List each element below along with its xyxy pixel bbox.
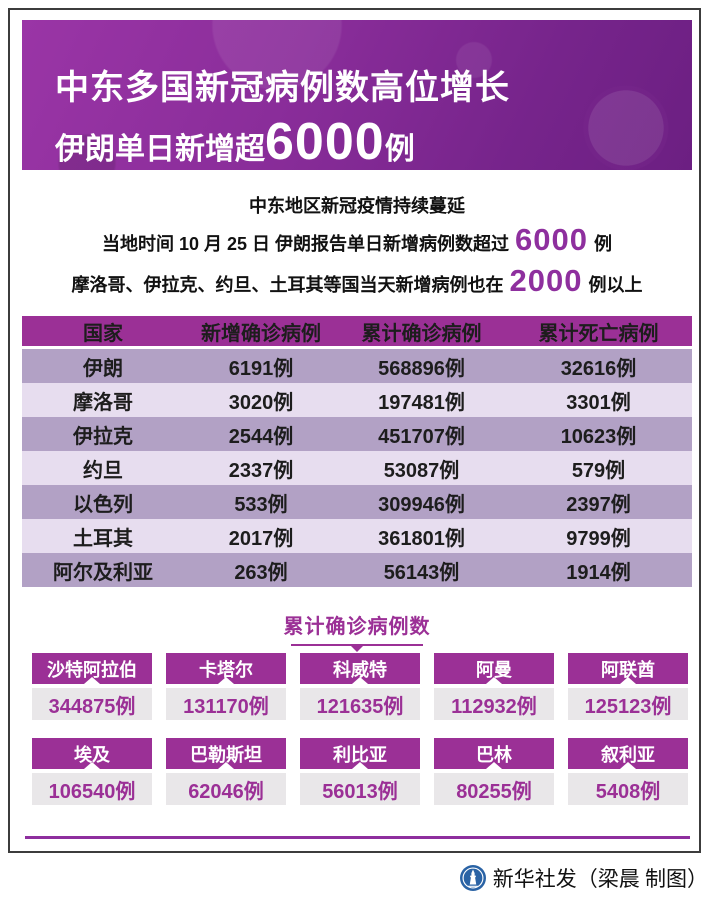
- footer-credit-text: 新华社发（梁晨 制图）: [492, 867, 708, 891]
- column-header-total-deaths: 累计死亡病例: [538, 322, 659, 345]
- cell-new-cases: 3020例: [228, 391, 294, 414]
- virus-decoration-icon: [452, 38, 496, 82]
- intro-line-3-number: 2000: [509, 263, 583, 298]
- section-title-cumulative-cases: 累计确诊病例数: [283, 616, 431, 638]
- intro-line-1: 中东地区新冠疫情持续蔓延: [249, 196, 465, 216]
- country-data-table: 国家 新增确诊病例 累计确诊病例 累计死亡病例 伊朗 6191例 568896例…: [22, 316, 692, 587]
- intro-line-3-suffix: 例以上: [588, 275, 643, 295]
- virus-decoration-icon: [578, 80, 674, 170]
- country-card: 叙利亚 5408例: [568, 738, 688, 805]
- country-card: 阿曼 112932例: [434, 653, 554, 720]
- sub-title-number: 6000: [265, 113, 385, 170]
- card-country-label: 叙利亚: [568, 738, 688, 769]
- card-value: 131170例: [166, 688, 286, 720]
- table-row: 阿尔及利亚 263例 56143例 1914例: [22, 553, 692, 587]
- intro-line-3: 摩洛哥、伊拉克、约旦、土耳其等国当天新增病例也在 2000 例以上: [0, 263, 714, 299]
- card-value: 344875例: [32, 688, 152, 720]
- main-title: 中东多国新冠病例数高位增长: [55, 69, 510, 107]
- cell-new-cases: 263例: [234, 561, 288, 584]
- card-value: 80255例: [434, 773, 554, 805]
- card-country-label: 沙特阿拉伯: [32, 653, 152, 684]
- column-header-new-cases: 新增确诊病例: [201, 322, 321, 345]
- table-header-row: 国家 新增确诊病例 累计确诊病例 累计死亡病例: [22, 316, 692, 346]
- table-row: 伊拉克 2544例 451707例 10623例: [22, 417, 692, 451]
- country-card: 巴林 80255例: [434, 738, 554, 805]
- cell-new-cases: 533例: [234, 493, 288, 516]
- card-country-label: 阿曼: [434, 653, 554, 684]
- card-value: 125123例: [568, 688, 688, 720]
- card-country-label: 埃及: [32, 738, 152, 769]
- cell-total-cases: 197481例: [378, 391, 465, 414]
- country-card: 沙特阿拉伯 344875例: [32, 653, 152, 720]
- cell-country: 以色列: [73, 493, 133, 516]
- cell-country: 摩洛哥: [73, 391, 133, 414]
- table-row: 摩洛哥 3020例 197481例 3301例: [22, 383, 692, 417]
- cell-total-deaths: 10623例: [560, 425, 637, 448]
- cell-country: 约旦: [83, 459, 123, 482]
- cell-new-cases: 6191例: [228, 357, 294, 380]
- cell-total-cases: 53087例: [383, 459, 460, 482]
- table-row: 以色列 533例 309946例 2397例: [22, 485, 692, 519]
- cell-total-deaths: 3301例: [566, 391, 631, 414]
- intro-line-2-number: 6000: [515, 222, 588, 257]
- intro-line-2-suffix: 例: [594, 234, 612, 254]
- country-card: 巴勒斯坦 62046例: [166, 738, 286, 805]
- cell-total-deaths: 9799例: [566, 527, 631, 550]
- card-country-label: 卡塔尔: [166, 653, 286, 684]
- cell-total-deaths: 1914例: [566, 561, 631, 584]
- cell-country: 阿尔及利亚: [53, 561, 153, 584]
- footer-credit: 新华社发（梁晨 制图）: [459, 861, 708, 895]
- cell-new-cases: 2017例: [228, 527, 294, 550]
- cell-total-cases: 56143例: [383, 561, 460, 584]
- cell-total-cases: 309946例: [378, 493, 465, 516]
- xinhua-agency-logo-icon: [459, 865, 486, 891]
- cell-country: 伊拉克: [73, 425, 133, 448]
- cumulative-cases-cards-row-1: 沙特阿拉伯 344875例 卡塔尔 131170例 科威特 121635例 阿曼…: [32, 653, 688, 720]
- cell-total-cases: 568896例: [378, 357, 465, 380]
- intro-line-2: 当地时间 10 月 25 日 伊朗报告单日新增病例数超过 6000 例: [0, 222, 714, 258]
- header-banner: 中东多国新冠病例数高位增长 伊朗单日新增超 6000 例: [22, 20, 692, 170]
- card-country-label: 巴勒斯坦: [166, 738, 286, 769]
- section-title-underline-pointer: [291, 644, 423, 646]
- card-value: 106540例: [32, 773, 152, 805]
- column-header-country: 国家: [83, 322, 123, 345]
- cell-country: 伊朗: [83, 357, 123, 380]
- country-card: 卡塔尔 131170例: [166, 653, 286, 720]
- cumulative-cases-cards-row-2: 埃及 106540例 巴勒斯坦 62046例 利比亚 56013例 巴林 802…: [32, 738, 688, 805]
- card-value: 121635例: [300, 688, 420, 720]
- country-card: 阿联酋 125123例: [568, 653, 688, 720]
- card-value: 5408例: [568, 773, 688, 805]
- table-row: 伊朗 6191例 568896例 32616例: [22, 349, 692, 383]
- sub-title-suffix: 例: [384, 133, 415, 166]
- sub-title-prefix: 伊朗单日新增超: [55, 133, 265, 166]
- card-country-label: 利比亚: [300, 738, 420, 769]
- cell-new-cases: 2544例: [228, 425, 294, 448]
- card-value: 112932例: [434, 688, 554, 720]
- country-card: 埃及 106540例: [32, 738, 152, 805]
- bottom-divider-rule: [25, 836, 690, 839]
- cell-country: 土耳其: [73, 527, 133, 550]
- cell-total-cases: 451707例: [378, 425, 465, 448]
- sub-title: 伊朗单日新增超 6000 例: [55, 112, 415, 170]
- cell-total-deaths: 2397例: [566, 493, 631, 516]
- cell-total-deaths: 579例: [571, 459, 626, 482]
- card-value: 62046例: [166, 773, 286, 805]
- card-country-label: 巴林: [434, 738, 554, 769]
- cell-total-deaths: 32616例: [560, 357, 637, 380]
- cell-total-cases: 361801例: [378, 527, 465, 550]
- cell-new-cases: 2337例: [228, 459, 294, 482]
- column-header-total-cases: 累计确诊病例: [361, 322, 482, 345]
- intro-line-2-prefix: 当地时间 10 月 25 日 伊朗报告单日新增病例数超过: [101, 234, 510, 254]
- card-country-label: 科威特: [300, 653, 420, 684]
- table-row: 约旦 2337例 53087例 579例: [22, 451, 692, 485]
- table-row: 土耳其 2017例 361801例 9799例: [22, 519, 692, 553]
- country-card: 利比亚 56013例: [300, 738, 420, 805]
- country-card: 科威特 121635例: [300, 653, 420, 720]
- card-country-label: 阿联酋: [568, 653, 688, 684]
- intro-line-3-prefix: 摩洛哥、伊拉克、约旦、土耳其等国当天新增病例也在: [71, 275, 504, 295]
- card-value: 56013例: [300, 773, 420, 805]
